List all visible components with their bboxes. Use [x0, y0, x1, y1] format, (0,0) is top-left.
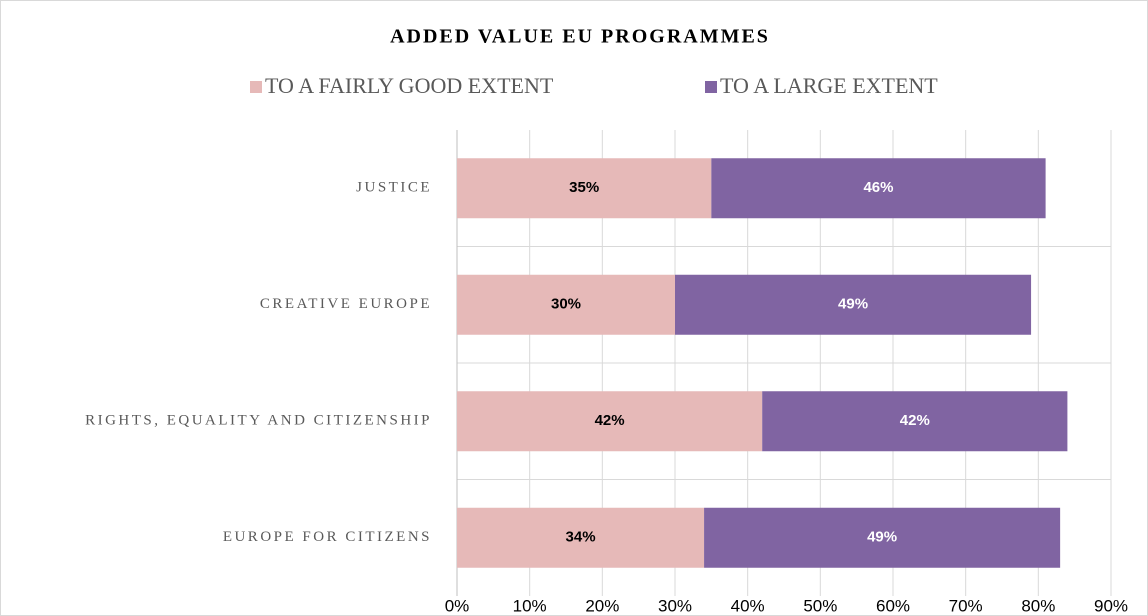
data-label: 49%	[838, 296, 868, 313]
y-tick-label: EUROPE FOR CITIZENS	[223, 529, 432, 545]
x-tick-label: 10%	[513, 596, 547, 615]
x-tick-label: 70%	[949, 596, 983, 615]
y-tick-label: RIGHTS, EQUALITY AND CITIZENSHIP	[85, 413, 432, 429]
data-label: 46%	[863, 179, 893, 196]
x-tick-label: 90%	[1094, 596, 1128, 615]
legend-label: TO A FAIRLY GOOD EXTENT	[265, 73, 554, 98]
bar-segment	[457, 391, 763, 452]
x-tick-label: 80%	[1021, 596, 1055, 615]
bar-segment	[675, 274, 1032, 335]
bar-segment	[704, 507, 1061, 568]
data-label: 34%	[566, 529, 596, 546]
y-tick-label: JUSTICE	[356, 180, 432, 196]
legend-label: TO A LARGE EXTENT	[720, 73, 938, 98]
bar-segment	[457, 158, 712, 219]
x-tick-label: 50%	[803, 596, 837, 615]
legend-swatch	[250, 81, 262, 93]
data-label: 49%	[867, 529, 897, 546]
x-tick-label: 0%	[445, 596, 470, 615]
legend-swatch	[705, 81, 717, 93]
data-label: 42%	[595, 412, 625, 429]
bar-segment	[762, 391, 1068, 452]
x-tick-label: 40%	[731, 596, 765, 615]
bar-segment	[457, 274, 675, 335]
x-tick-label: 20%	[585, 596, 619, 615]
x-tick-label: 60%	[876, 596, 910, 615]
x-tick-label: 30%	[658, 596, 692, 615]
data-label: 35%	[569, 179, 599, 196]
y-tick-label: CREATIVE EUROPE	[260, 296, 432, 312]
bar-segment	[711, 158, 1046, 219]
bar-segment	[457, 507, 705, 568]
data-label: 42%	[900, 412, 930, 429]
data-label: 30%	[551, 296, 581, 313]
chart-title: ADDED VALUE EU PROGRAMMES	[390, 26, 770, 48]
